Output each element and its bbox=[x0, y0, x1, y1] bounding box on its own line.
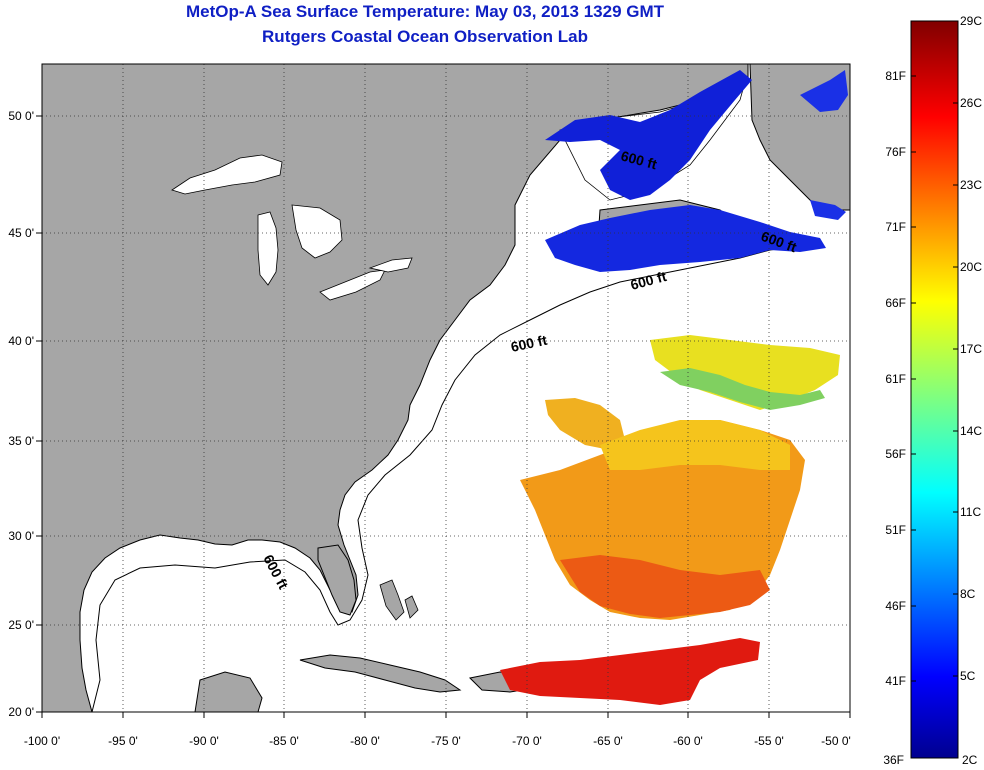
contour-600ft bbox=[91, 245, 801, 712]
celsius-label: 2C bbox=[962, 753, 978, 767]
x-tick-label: -85 0' bbox=[269, 734, 299, 748]
x-tick-label: -90 0' bbox=[189, 734, 219, 748]
fahrenheit-label: 61F bbox=[885, 372, 906, 386]
lake-erie bbox=[319, 269, 386, 301]
celsius-label: 20C bbox=[960, 260, 982, 274]
sst-patch-sargasso-yellow bbox=[600, 420, 790, 470]
lake-superior bbox=[171, 154, 283, 195]
graticule bbox=[42, 64, 850, 712]
sst-patch-mid-atlantic bbox=[650, 335, 840, 410]
x-tick-label: -55 0' bbox=[754, 734, 784, 748]
fahrenheit-label: 71F bbox=[885, 220, 906, 234]
x-tick-label: -95 0' bbox=[108, 734, 138, 748]
colorbar bbox=[910, 20, 959, 759]
x-tick-label: -80 0' bbox=[350, 734, 380, 748]
land-cuba bbox=[299, 654, 462, 693]
y-tick-label: 50 0' bbox=[8, 109, 34, 123]
frame-ticks bbox=[36, 115, 851, 718]
sst-patch-caribbean bbox=[500, 638, 760, 705]
fahrenheit-label: 41F bbox=[885, 674, 906, 688]
land-north-america bbox=[42, 64, 749, 712]
fahrenheit-label: 56F bbox=[885, 447, 906, 461]
fahrenheit-label: 46F bbox=[885, 599, 906, 613]
x-tick-label: -75 0' bbox=[431, 734, 461, 748]
fahrenheit-label: 76F bbox=[885, 145, 906, 159]
sst-patch-scotian-shelf bbox=[545, 205, 826, 272]
x-tick-label: -60 0' bbox=[673, 734, 703, 748]
y-tick-label: 30 0' bbox=[8, 529, 34, 543]
celsius-label: 8C bbox=[960, 587, 976, 601]
sst-patch-sargasso-red bbox=[560, 555, 770, 618]
lake-michigan bbox=[257, 211, 279, 286]
land-florida bbox=[317, 544, 357, 616]
x-tick-labels: -100 0' -95 0' -90 0' -85 0' -80 0' -75 … bbox=[24, 734, 851, 748]
contour-label-4: 600 ft bbox=[509, 332, 548, 355]
x-tick-label: -50 0' bbox=[821, 734, 851, 748]
lake-huron bbox=[291, 204, 343, 259]
x-tick-label: -100 0' bbox=[24, 734, 60, 748]
map-title: MetOp-A Sea Surface Temperature: May 03,… bbox=[185, 2, 665, 21]
celsius-label: 29C bbox=[960, 14, 982, 28]
y-tick-label: 20 0' bbox=[8, 705, 34, 719]
celsius-label: 11C bbox=[960, 505, 981, 519]
celsius-label: 26C bbox=[960, 96, 982, 110]
fahrenheit-label: 66F bbox=[885, 296, 906, 310]
fahrenheit-label: 51F bbox=[885, 523, 906, 537]
sst-patch-newfoundland bbox=[800, 70, 848, 220]
y-tick-label: 40 0' bbox=[8, 334, 34, 348]
lake-ontario bbox=[368, 257, 413, 273]
y-tick-labels: 50 0' 45 0' 40 0' 35 0' 30 0' 25 0' 20 0… bbox=[8, 109, 34, 719]
land-yucatan bbox=[194, 671, 263, 712]
map-subtitle: Rutgers Coastal Ocean Observation Lab bbox=[262, 27, 588, 46]
fahrenheit-label: 81F bbox=[885, 69, 906, 83]
colorbar-ticks bbox=[911, 20, 958, 759]
celsius-label: 14C bbox=[960, 424, 982, 438]
sst-patch-green-streaks bbox=[660, 368, 825, 410]
y-tick-label: 45 0' bbox=[8, 226, 34, 240]
celsius-label: 5C bbox=[960, 669, 976, 683]
x-tick-label: -65 0' bbox=[593, 734, 623, 748]
colorbar-celsius-labels: 29C 26C 23C 20C 17C 14C 11C 8C 5C 2C bbox=[960, 14, 982, 767]
colorbar-fahrenheit-labels: 81F 76F 71F 66F 61F 56F 51F 46F 41F 36F bbox=[883, 69, 906, 767]
y-tick-label: 25 0' bbox=[8, 618, 34, 632]
celsius-label: 23C bbox=[960, 178, 982, 192]
land-bahamas bbox=[379, 579, 419, 621]
sst-patch-gulf-st-lawrence bbox=[545, 70, 752, 200]
fahrenheit-label: 36F bbox=[883, 753, 904, 767]
y-tick-label: 35 0' bbox=[8, 434, 34, 448]
x-tick-label: -70 0' bbox=[512, 734, 542, 748]
celsius-label: 17C bbox=[960, 342, 982, 356]
sst-patch-gulf-stream-west bbox=[545, 398, 625, 450]
